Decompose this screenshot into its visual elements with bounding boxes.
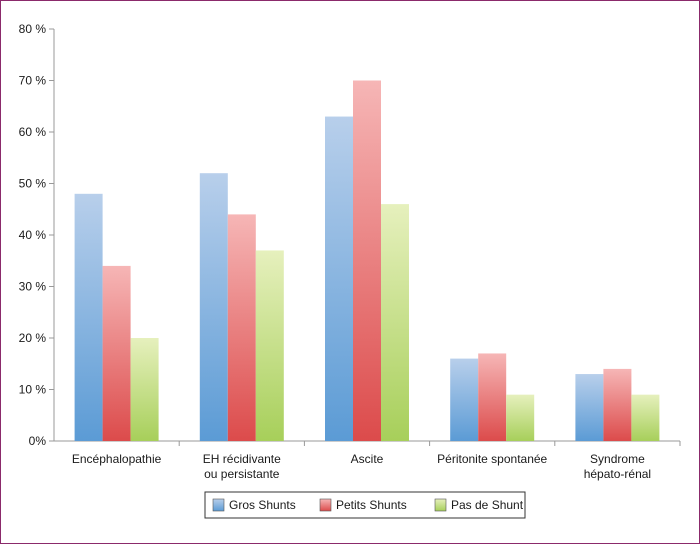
legend-swatch <box>319 498 332 512</box>
y-tick-label: 10 % <box>19 383 47 397</box>
x-tick-label: EH récidivante ou persistante <box>203 452 281 481</box>
bar <box>227 214 256 441</box>
bar <box>603 368 632 441</box>
x-tick-label: Encéphalopathie <box>72 452 162 466</box>
y-tick-label: 80 % <box>19 22 47 36</box>
legend-box <box>204 491 526 519</box>
y-tick-label: 30 % <box>19 280 47 294</box>
bar <box>102 265 131 441</box>
bar <box>325 116 353 442</box>
y-tick-label: 60 % <box>19 125 47 139</box>
legend-swatch <box>434 498 447 512</box>
x-tick-label: Syndrome hépato-rénal <box>584 452 651 481</box>
bar <box>575 374 604 441</box>
y-tick-label: 50 % <box>19 177 47 191</box>
y-tick-label: 70 % <box>19 74 47 88</box>
y-tick-label: 40 % <box>19 228 47 242</box>
legend-label: Gros Shunts <box>229 498 296 512</box>
y-tick-label: 20 % <box>19 331 47 345</box>
legend-label: Pas de Shunt <box>451 498 524 512</box>
bar <box>506 394 535 441</box>
bar <box>450 358 479 441</box>
bar <box>199 173 228 441</box>
bar <box>381 204 409 441</box>
y-tick-label: 0% <box>29 434 47 448</box>
x-axis-categories: Encéphalopathie EH récidivante ou persista… <box>72 441 681 481</box>
bar <box>478 353 507 441</box>
legend-swatch <box>212 498 225 512</box>
bar <box>353 80 381 441</box>
bars <box>74 80 660 442</box>
y-axis-ticks: 0% 10 % 20 % 30 % 40 % 50 % 60 % 70 % 80 % <box>19 22 54 448</box>
legend-label: Petits Shunts <box>336 498 407 512</box>
bar <box>74 193 103 441</box>
x-tick-label: Péritonite spontanée <box>437 452 547 466</box>
bar <box>255 250 284 441</box>
bar <box>631 394 660 441</box>
legend: Gros Shunts Petits Shunts Pas de Shunt <box>204 491 526 519</box>
bar <box>130 338 159 441</box>
x-tick-label: Ascite <box>351 452 384 466</box>
